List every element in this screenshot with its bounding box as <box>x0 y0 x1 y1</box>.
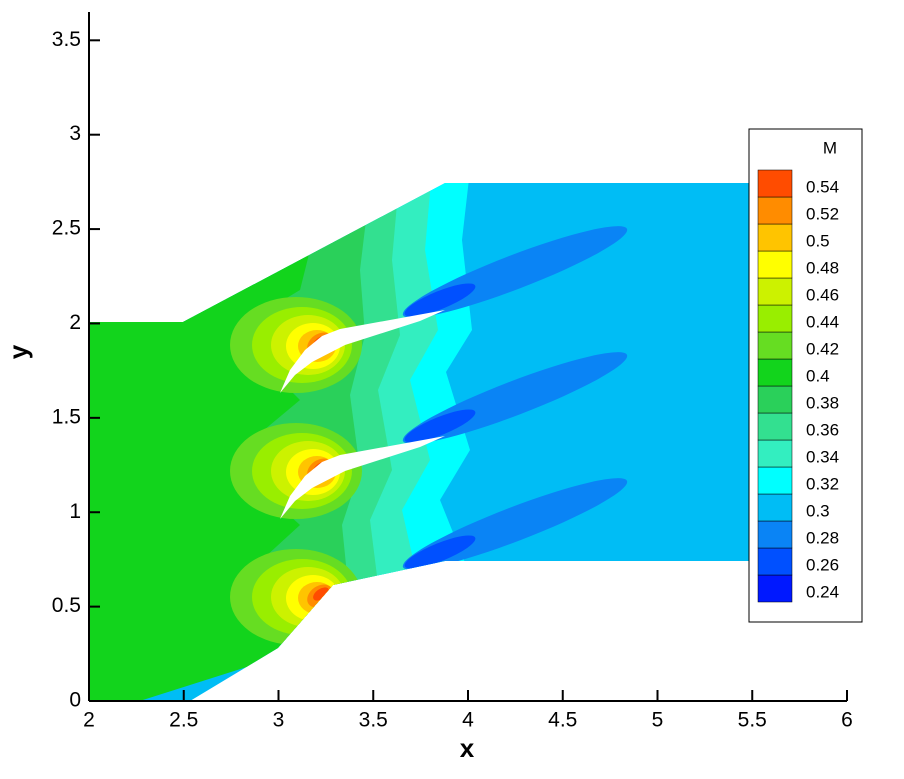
colorbar-label: 0.38 <box>806 393 839 412</box>
y-tick-label: 2 <box>69 311 81 334</box>
colorbar-swatch <box>757 304 793 333</box>
colorbar-swatch <box>757 493 793 522</box>
colorbar-label: 0.32 <box>806 474 839 493</box>
contour-region <box>404 409 476 443</box>
y-tick-label: 0.5 <box>52 594 81 617</box>
x-tick-label: 4 <box>462 709 474 732</box>
y-tick-label: 0 <box>69 689 81 712</box>
x-tick-label: 2 <box>83 709 95 732</box>
x-tick-label: 2.5 <box>169 709 198 732</box>
colorbar-swatch <box>757 547 793 576</box>
colorbar-swatch <box>757 250 793 279</box>
colorbar-label: 0.42 <box>806 339 839 358</box>
y-tick-label: 1 <box>69 500 81 523</box>
colorbar-label: 0.5 <box>806 231 830 250</box>
x-tick-label: 5.5 <box>738 709 767 732</box>
x-tick-label: 4.5 <box>548 709 577 732</box>
y-tick-label: 3 <box>69 122 81 145</box>
y-tick-label: 2.5 <box>52 217 81 240</box>
colorbar-swatch <box>757 223 793 252</box>
colorbar-label: 0.3 <box>806 501 830 520</box>
colorbar-label: 0.24 <box>806 582 839 601</box>
blade <box>280 436 445 519</box>
colorbar-label: 0.34 <box>806 447 839 466</box>
x-tick-label: 6 <box>841 709 853 732</box>
contour-region <box>313 587 329 601</box>
colorbar-swatch <box>757 574 793 603</box>
colorbar-label: 0.26 <box>806 555 839 574</box>
colorbar-swatch <box>757 466 793 495</box>
colorbar-label: 0.54 <box>806 177 839 196</box>
colorbar-swatch <box>757 277 793 306</box>
blade <box>280 310 445 393</box>
colorbar-swatch <box>757 520 793 549</box>
colorbar-swatch <box>757 412 793 441</box>
x-axis-title: x <box>460 733 475 763</box>
colorbar-swatch <box>757 331 793 360</box>
blades <box>280 310 445 519</box>
colorbar-swatch <box>757 385 793 414</box>
colorbar-label: 0.48 <box>806 258 839 277</box>
colorbar-swatch <box>757 439 793 468</box>
colorbar-label: 0.46 <box>806 285 839 304</box>
colorbar-label: 0.4 <box>806 366 830 385</box>
x-tick-label: 3.5 <box>359 709 388 732</box>
y-axis-title: y <box>3 344 33 359</box>
y-tick-label: 3.5 <box>52 28 81 51</box>
contour-region <box>404 535 476 569</box>
colorbar-swatch <box>757 196 793 225</box>
colorbar-swatch <box>757 358 793 387</box>
colorbar-label: 0.44 <box>806 312 839 331</box>
colorbar-swatch <box>757 169 793 198</box>
colorbar-title: M <box>823 138 837 157</box>
contour-region <box>404 283 476 317</box>
colorbar-label: 0.36 <box>806 420 839 439</box>
x-tick-label: 5 <box>652 709 664 732</box>
colorbar-label: 0.28 <box>806 528 839 547</box>
y-tick-label: 1.5 <box>52 405 81 428</box>
x-tick-label: 3 <box>273 709 285 732</box>
colorbar-label: 0.52 <box>806 204 839 223</box>
